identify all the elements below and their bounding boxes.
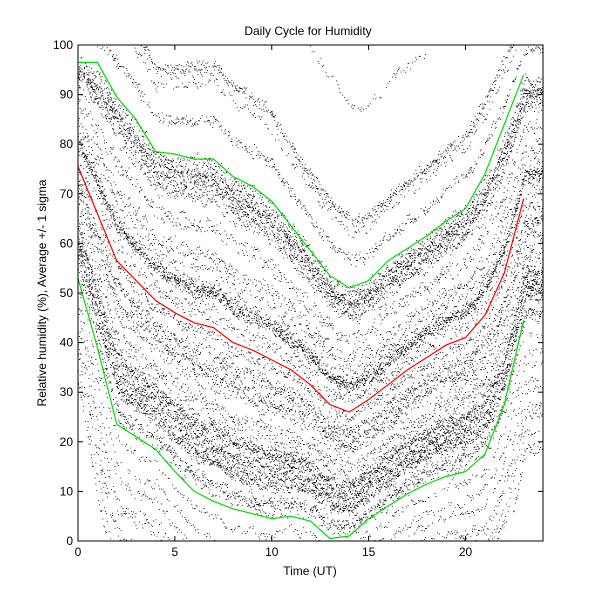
y-tick-label: 90	[60, 88, 74, 102]
series-line-average	[77, 166, 525, 413]
x-tick-label: 20	[459, 545, 473, 559]
y-tick-label: 30	[60, 385, 74, 399]
y-axis: 0 10 20 30 40 50 60 70 80 90 100	[53, 38, 543, 548]
y-tick-label: 70	[60, 187, 74, 201]
y-tick-label: 60	[60, 236, 74, 250]
x-tick-label: 5	[172, 545, 179, 559]
series-line-minus-sigma	[77, 277, 525, 540]
chart-title: Daily Cycle for Humidity	[244, 24, 371, 38]
y-tick-label: 50	[60, 286, 74, 300]
y-tick-label: 100	[53, 38, 73, 52]
series-lines	[77, 61, 525, 540]
x-tick-label: 0	[75, 545, 82, 559]
y-axis-label: Relative humidity (%), Average +/- 1 sig…	[35, 179, 49, 406]
x-tick-label: 10	[265, 545, 279, 559]
series-line-plus-sigma	[78, 61, 525, 289]
x-tick-label: 15	[362, 545, 376, 559]
y-tick-label: 0	[66, 534, 73, 548]
x-axis-label: Time (UT)	[283, 564, 337, 578]
y-tick-label: 10	[60, 484, 74, 498]
y-tick-label: 20	[60, 435, 74, 449]
y-tick-label: 40	[60, 336, 74, 350]
x-axis: 0 5 10 15 20	[75, 45, 473, 559]
y-tick-label: 80	[60, 137, 74, 151]
